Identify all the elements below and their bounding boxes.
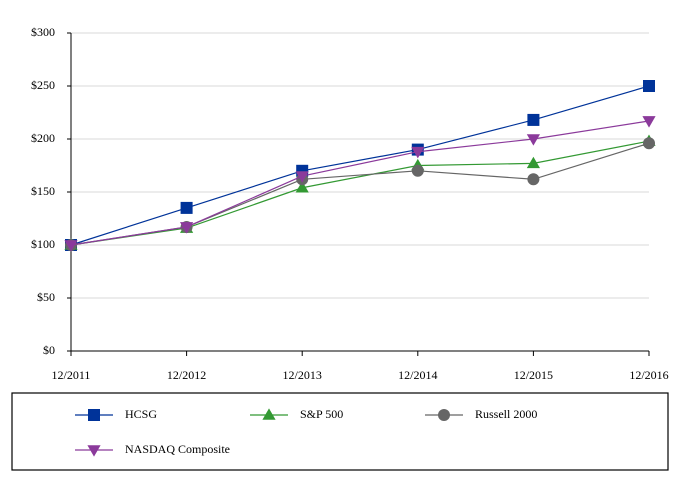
y-tick-label: $50 xyxy=(37,290,55,304)
series-line xyxy=(70,120,650,246)
y-tick-label: $250 xyxy=(31,78,55,92)
x-tick-label: 12/2014 xyxy=(398,368,437,382)
data-point xyxy=(527,113,540,126)
y-tick-label: $0 xyxy=(43,343,55,357)
data-point xyxy=(643,137,655,150)
legend-label: S&P 500 xyxy=(300,407,343,421)
legend-label: NASDAQ Composite xyxy=(125,442,230,456)
legend-marker xyxy=(438,409,450,421)
legend-box xyxy=(11,392,669,471)
data-point xyxy=(295,181,309,193)
series-line xyxy=(70,85,650,246)
data-point xyxy=(643,80,655,92)
data-point xyxy=(180,201,193,214)
y-tick-label: $100 xyxy=(31,237,55,251)
y-tick-label: $150 xyxy=(31,184,55,198)
data-point xyxy=(642,116,656,128)
x-tick-label: 12/2013 xyxy=(283,368,322,382)
y-tick-label: $300 xyxy=(31,25,55,39)
series-line xyxy=(70,142,650,246)
data-point xyxy=(411,164,424,177)
data-point xyxy=(526,134,540,146)
legend-marker xyxy=(262,408,276,420)
data-point xyxy=(295,171,309,183)
series-line xyxy=(70,140,650,246)
x-tick-label: 12/2016 xyxy=(629,368,668,382)
legend-label: HCSG xyxy=(125,407,157,421)
data-point xyxy=(64,240,78,252)
y-tick-label: $200 xyxy=(31,131,55,145)
data-point xyxy=(411,146,425,159)
data-point xyxy=(527,173,540,186)
x-tick-label: 12/2011 xyxy=(52,368,91,382)
legend-marker xyxy=(88,409,100,421)
data-point xyxy=(180,222,194,234)
legend-label: Russell 2000 xyxy=(475,407,537,421)
data-point xyxy=(526,156,540,169)
legend-marker xyxy=(87,445,101,457)
x-tick-label: 12/2015 xyxy=(514,368,553,382)
x-tick-label: 12/2012 xyxy=(167,368,206,382)
